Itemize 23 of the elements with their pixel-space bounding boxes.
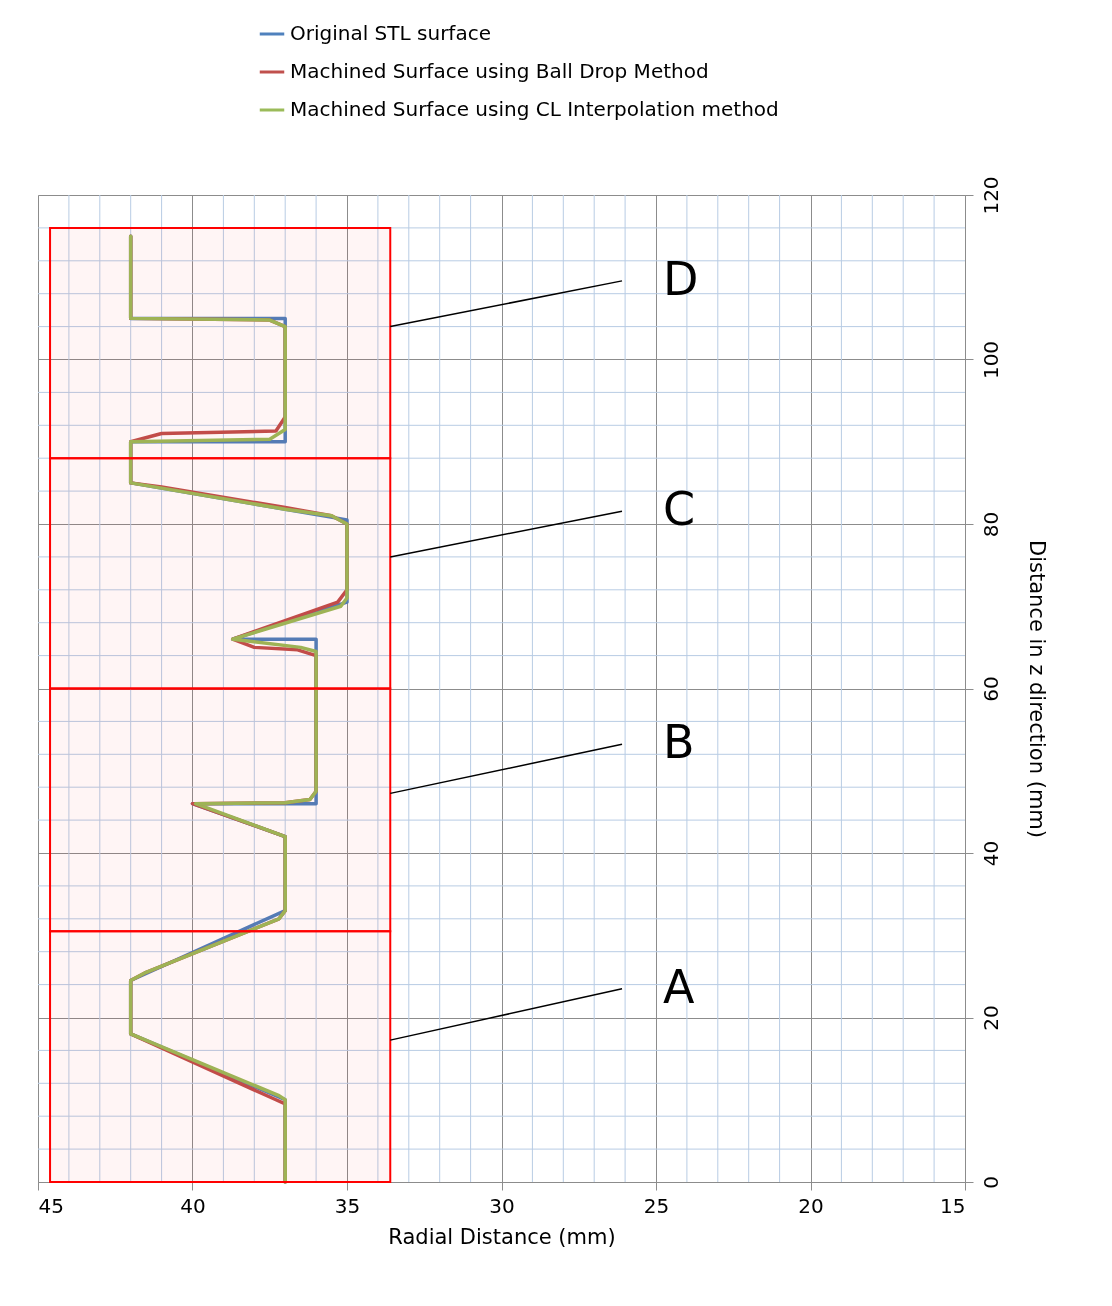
band-label: B	[663, 715, 695, 770]
y-tick-label: 0	[978, 1176, 1003, 1189]
x-tick-label: 15	[940, 1193, 966, 1218]
y-tick-label: 80	[978, 511, 1003, 538]
y-tick-label: 20	[978, 1005, 1003, 1031]
x-axis-title: Radial Distance (mm)	[388, 1224, 616, 1249]
y-axis-title: Distance in z direction (mm)	[1024, 539, 1049, 839]
band-label: D	[663, 251, 699, 306]
x-tick-label: 35	[334, 1193, 361, 1218]
x-tick-label: 25	[643, 1193, 670, 1218]
x-tick-label: 20	[798, 1193, 824, 1218]
x-tick-label: 45	[38, 1193, 64, 1218]
legend-label: Machined Surface using CL Interpolation method	[290, 97, 779, 121]
legend-label: Original STL surface	[290, 21, 491, 45]
y-tick-label: 120	[978, 176, 1003, 215]
band-label: A	[663, 959, 696, 1014]
y-tick-label: 60	[978, 676, 1003, 702]
x-tick-label: 40	[180, 1193, 206, 1218]
y-tick-label: 100	[978, 340, 1003, 380]
y-tick-label: 40	[978, 840, 1003, 867]
band-label: C	[663, 482, 696, 537]
legend-label: Machined Surface using Ball Drop Method	[290, 59, 709, 83]
x-tick-label: 30	[489, 1193, 515, 1218]
